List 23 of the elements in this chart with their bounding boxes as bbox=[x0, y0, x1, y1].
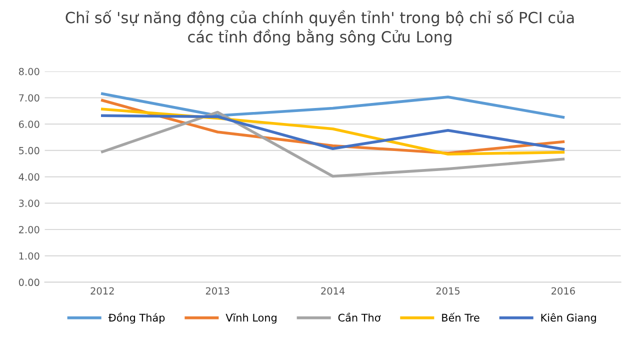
line-series bbox=[101, 110, 565, 178]
y-tick-label: 6.00 bbox=[18, 120, 40, 128]
y-tick-label: 4.00 bbox=[18, 173, 40, 181]
chart-title: Chỉ số 'sự năng động của chính quyền tỉnh' trong bộ chỉ số PCI của các tỉnh đồng bằng sông Cửu Long bbox=[66, 10, 574, 46]
x-tick-label: 2015 bbox=[436, 287, 460, 295]
y-tick-label: 1.00 bbox=[19, 252, 40, 260]
y-tick-label: 7.00 bbox=[19, 94, 40, 102]
legend-label: Đồng Tháp bbox=[108, 312, 165, 324]
y-tick-label: 0.00 bbox=[18, 278, 40, 286]
x-tick-label: 2012 bbox=[90, 287, 114, 295]
y-tick-label: 5.00 bbox=[19, 146, 40, 154]
legend-label: Bến Tre bbox=[442, 312, 480, 322]
line-series bbox=[101, 92, 565, 119]
y-tick-label: 8.00 bbox=[18, 68, 40, 76]
line-series bbox=[101, 114, 565, 151]
legend-label: Vĩnh Long bbox=[226, 313, 276, 324]
x-tick-label: 2014 bbox=[321, 287, 345, 295]
x-tick-label: 2013 bbox=[206, 287, 230, 295]
y-tick-label: 2.00 bbox=[19, 226, 40, 234]
x-tick-label: 2016 bbox=[552, 287, 575, 295]
legend-label: Cần Thơ bbox=[338, 312, 381, 322]
legend-label: Kiên Giang bbox=[541, 313, 596, 324]
y-tick-label: 3.00 bbox=[19, 200, 40, 207]
